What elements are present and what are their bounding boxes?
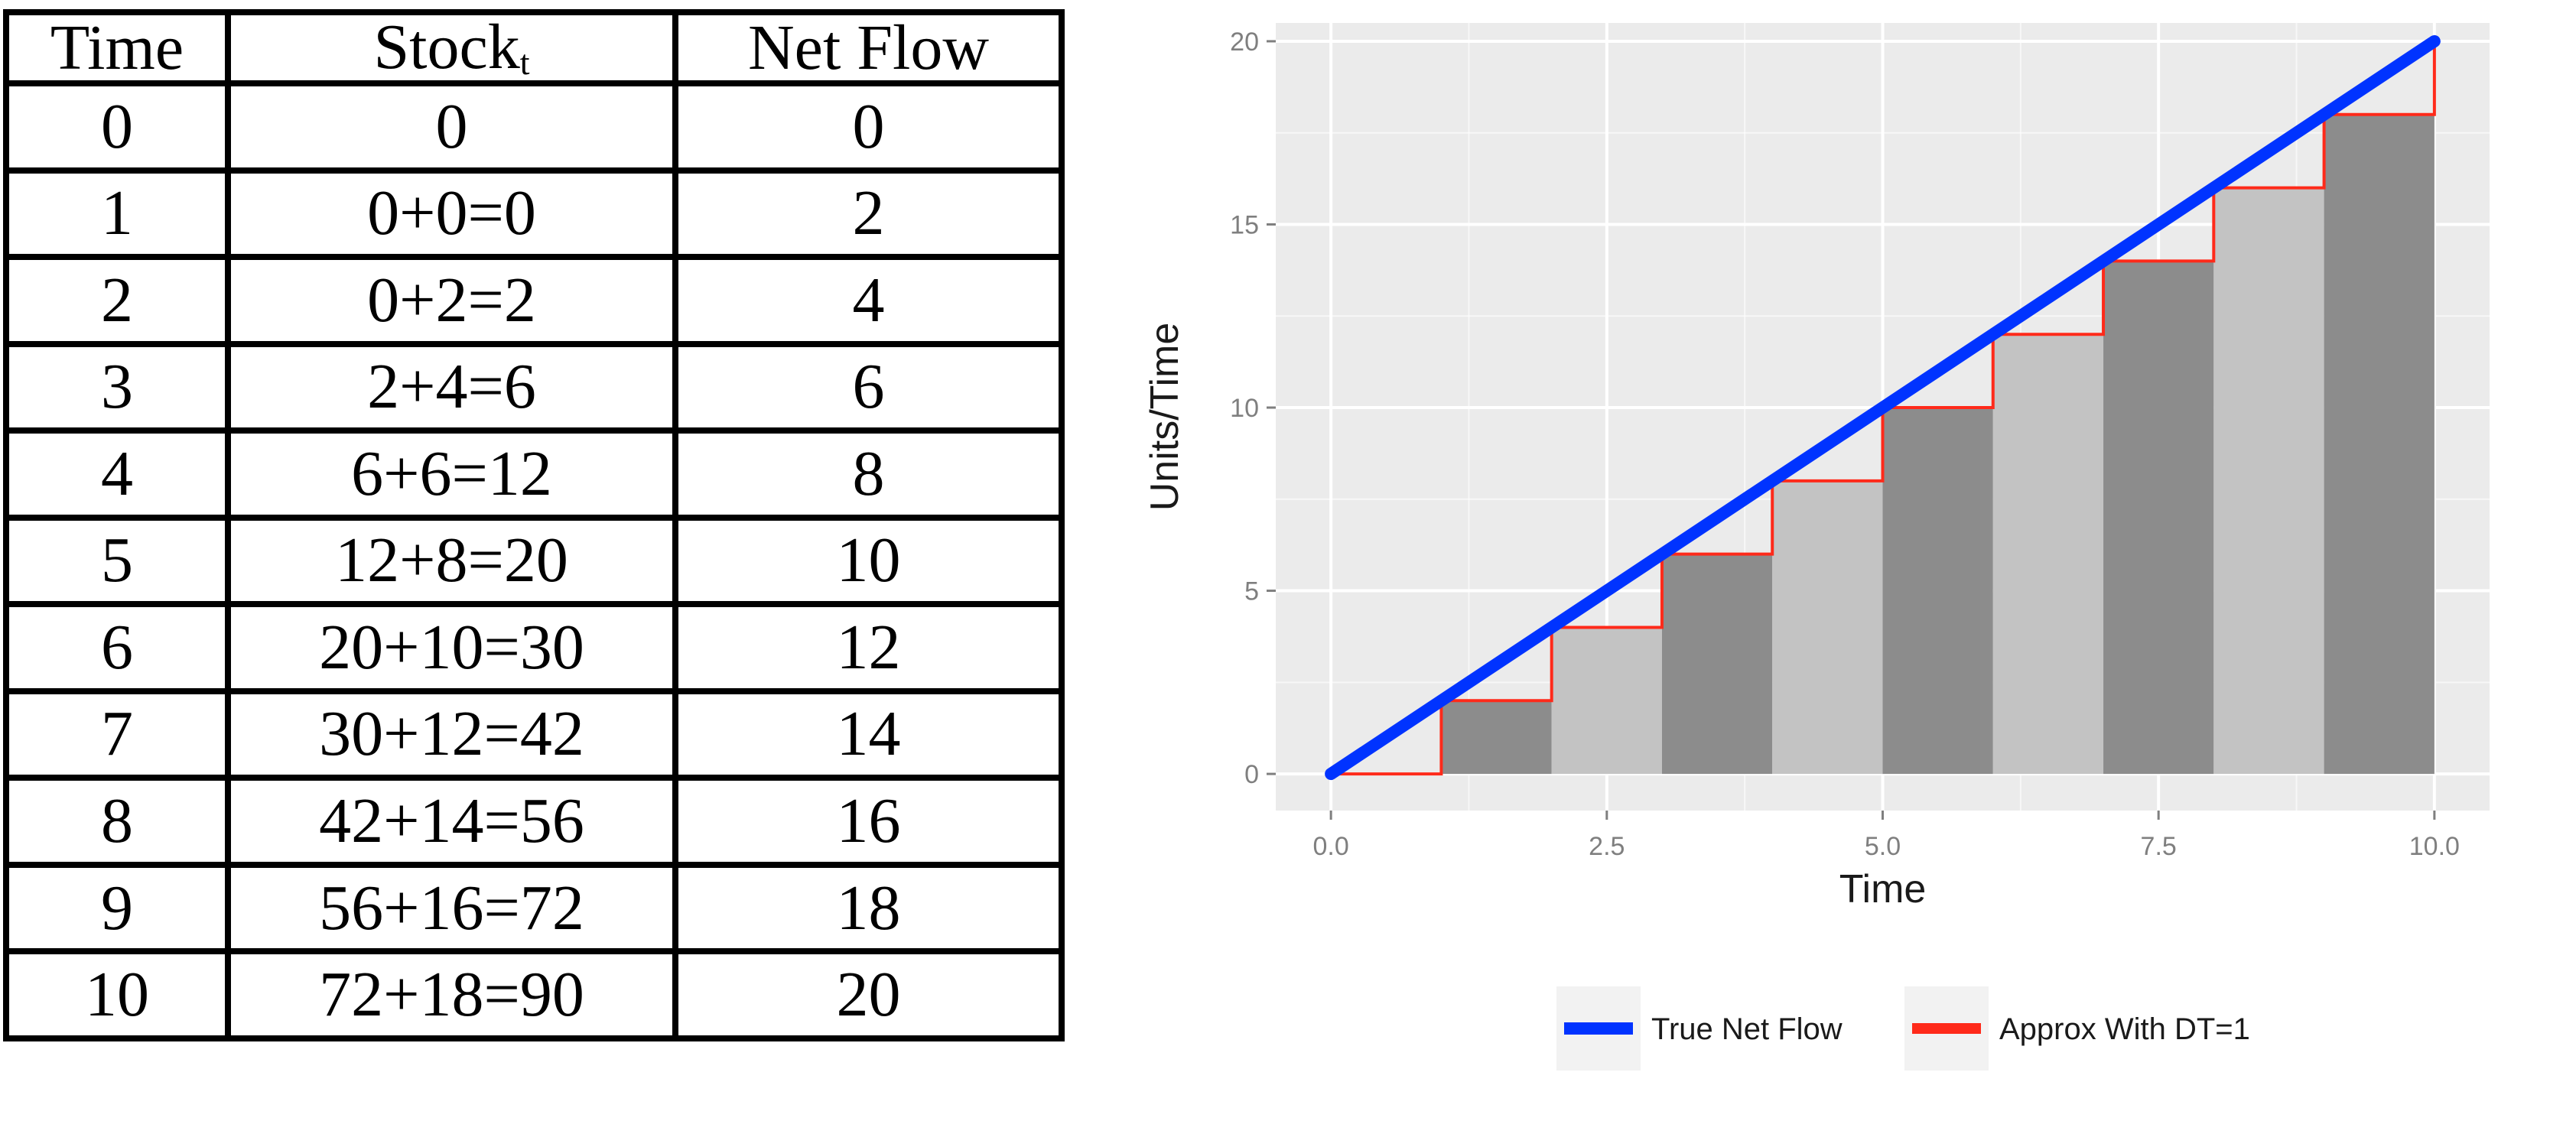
x-tick-label: 7.5 (2141, 832, 2177, 861)
cell-time: 5 (3, 514, 231, 608)
legend-label: True Net Flow (1651, 1012, 1843, 1046)
cell-stock: 6+6=12 (225, 427, 678, 521)
x-tick-label: 0.0 (1313, 832, 1349, 861)
x-tick-label: 5.0 (1865, 832, 1901, 861)
y-axis-title: Units/Time (1143, 323, 1187, 512)
cell-time: 0 (3, 80, 231, 174)
cell-stock: 0+2=2 (225, 254, 678, 347)
y-tick-label: 20 (1230, 28, 1259, 57)
area-bar (1441, 700, 1552, 775)
cell-time: 4 (3, 427, 231, 521)
axis-ticks: 0.0 2.5 5.0 7.5 10.0 0 5 10 15 20 (1230, 28, 2460, 861)
table-row: 5 12+8=20 10 (3, 514, 1065, 608)
cell-net-flow: 12 (672, 601, 1065, 694)
y-tick-label: 10 (1230, 394, 1259, 423)
cell-stock: 0+0=0 (225, 167, 678, 261)
area-bar (1772, 480, 1883, 775)
legend-label: Approx With DT=1 (1999, 1012, 2250, 1046)
cell-stock: 30+12=42 (225, 687, 678, 781)
cell-time: 7 (3, 687, 231, 781)
cell-net-flow: 8 (672, 427, 1065, 521)
area-bar (1661, 554, 1773, 775)
table-row: 4 6+6=12 8 (3, 427, 1065, 521)
series-lines (1325, 34, 2441, 781)
x-axis-title: Time (1839, 867, 1927, 911)
table-header-row: Time Stockt Net Flow (3, 9, 1065, 86)
cell-net-flow: 6 (672, 340, 1065, 434)
area-bar (2103, 261, 2214, 775)
cell-net-flow: 20 (672, 948, 1065, 1041)
header-stock-label: Stock (373, 11, 520, 83)
table-row: 3 2+4=6 6 (3, 340, 1065, 434)
y-tick-label: 0 (1244, 760, 1259, 789)
cell-stock: 0 (225, 80, 678, 174)
area-bars (1441, 114, 2435, 775)
header-net-flow: Net Flow (672, 9, 1065, 86)
cell-time: 6 (3, 601, 231, 694)
cell-time: 2 (3, 254, 231, 347)
header-stock-subscript: t (519, 43, 530, 82)
header-time: Time (3, 9, 231, 86)
cell-net-flow: 14 (672, 687, 1065, 781)
x-tick-label: 2.5 (1589, 832, 1625, 861)
cell-stock: 72+18=90 (225, 948, 678, 1041)
y-tick-label: 15 (1230, 210, 1259, 239)
cell-time: 1 (3, 167, 231, 261)
net-flow-chart: 0.0 2.5 5.0 7.5 10.0 0 5 10 15 20 Time Units/Time… (1143, 23, 2490, 1071)
cell-net-flow: 2 (672, 167, 1065, 261)
area-bar (1882, 408, 1993, 775)
cell-net-flow: 10 (672, 514, 1065, 608)
cell-time: 3 (3, 340, 231, 434)
legend: True Net Flow Approx With DT=1 (1556, 986, 2250, 1071)
cell-stock: 12+8=20 (225, 514, 678, 608)
true-net-flow-line (1325, 34, 2441, 781)
cell-stock: 20+10=30 (225, 601, 678, 694)
table-row: 2 0+2=2 4 (3, 254, 1065, 347)
cell-time: 9 (3, 861, 231, 955)
cell-net-flow: 16 (672, 775, 1065, 868)
area-bar (2324, 114, 2435, 775)
cell-time: 10 (3, 948, 231, 1041)
cell-stock: 56+16=72 (225, 861, 678, 955)
area-bar (2213, 187, 2324, 775)
cell-net-flow: 18 (672, 861, 1065, 955)
table-row: 10 72+18=90 20 (3, 948, 1065, 1041)
cell-time: 8 (3, 775, 231, 868)
table-row: 9 56+16=72 18 (3, 861, 1065, 955)
table-row: 7 30+12=42 14 (3, 687, 1065, 781)
area-bar (1992, 334, 2104, 775)
table-header: Time Stockt Net Flow (3, 9, 1065, 86)
area-bar (1551, 627, 1662, 775)
cell-stock: 42+14=56 (225, 775, 678, 868)
x-tick-label: 10.0 (2409, 832, 2460, 861)
cell-stock: 2+4=6 (225, 340, 678, 434)
cell-net-flow: 4 (672, 254, 1065, 347)
table-row: 8 42+14=56 16 (3, 775, 1065, 868)
y-tick-label: 5 (1244, 577, 1259, 606)
table-row: 6 20+10=30 12 (3, 601, 1065, 694)
header-stock: Stockt (225, 9, 678, 86)
table-row: 1 0+0=0 2 (3, 167, 1065, 261)
cell-net-flow: 0 (672, 80, 1065, 174)
